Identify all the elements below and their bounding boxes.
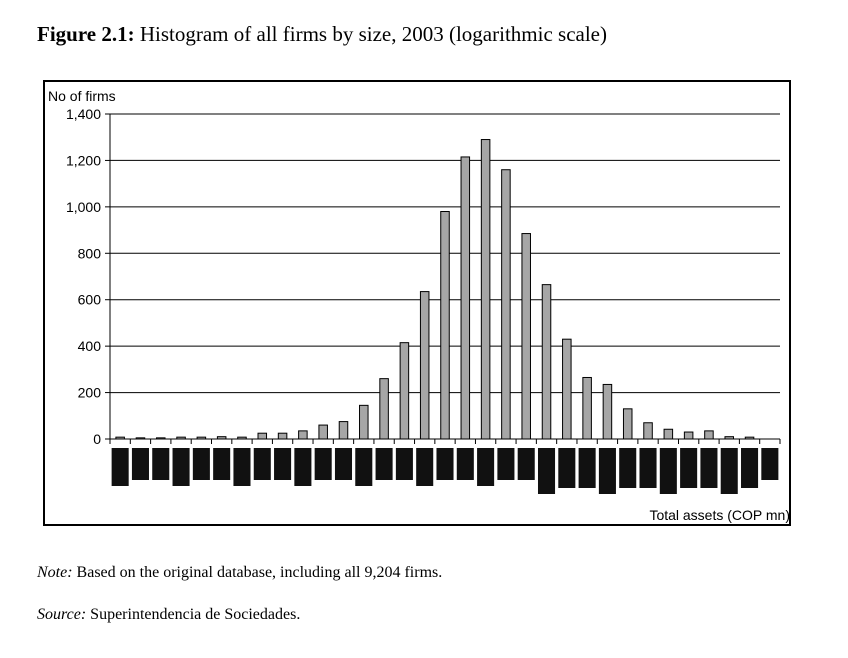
histogram-bar bbox=[359, 404, 369, 440]
source-text: Superintendencia de Sociedades. bbox=[90, 606, 301, 623]
x-category-label bbox=[274, 448, 292, 480]
y-tick-label: 200 bbox=[78, 385, 102, 401]
x-category-label bbox=[355, 448, 373, 486]
x-category-label bbox=[395, 448, 413, 480]
histogram-bar bbox=[521, 233, 531, 440]
histogram-bar bbox=[622, 408, 633, 440]
y-tick-label: 400 bbox=[78, 338, 102, 354]
y-tick-label: 600 bbox=[78, 292, 102, 308]
x-category-label bbox=[598, 448, 616, 494]
note-text: Based on the original database, includin… bbox=[76, 564, 443, 581]
x-category-label bbox=[477, 448, 495, 486]
histogram-bar bbox=[257, 432, 268, 440]
histogram-bar bbox=[501, 169, 511, 440]
x-category-label bbox=[517, 448, 535, 480]
histogram-bar bbox=[541, 284, 552, 440]
chart-frame: 0 200 400 600 800 1,000 1,200 1,400 No of firms… bbox=[43, 80, 791, 526]
x-category-label bbox=[213, 448, 231, 480]
histogram-bar bbox=[277, 432, 288, 440]
x-category-label bbox=[416, 448, 434, 486]
x-category-label bbox=[578, 448, 596, 488]
source-line: Source: Superintendencia de Sociedades. bbox=[37, 606, 300, 624]
x-category-label bbox=[659, 448, 677, 494]
histogram-bar bbox=[155, 437, 166, 440]
histogram-bar bbox=[704, 430, 714, 440]
histogram-bar bbox=[582, 376, 592, 440]
histogram-bar bbox=[663, 428, 674, 440]
x-category-label bbox=[172, 448, 190, 486]
y-tick-label: 800 bbox=[78, 245, 102, 261]
histogram-bar bbox=[562, 338, 572, 440]
x-category-label bbox=[497, 448, 515, 480]
histogram-bar bbox=[602, 383, 613, 440]
histogram-bar bbox=[135, 437, 146, 440]
x-category-label bbox=[233, 448, 251, 486]
x-category-label bbox=[741, 448, 759, 488]
x-category-label bbox=[639, 448, 657, 488]
histogram-bar bbox=[176, 436, 186, 440]
x-category-label bbox=[720, 448, 738, 494]
histogram-bar bbox=[460, 156, 471, 440]
histogram-bar bbox=[338, 421, 349, 440]
y-tick-label: 1,200 bbox=[66, 152, 101, 168]
y-tick-label: 1,000 bbox=[66, 199, 101, 215]
x-category-label bbox=[700, 448, 718, 488]
figure-title: Figure 2.1: Histogram of all firms by si… bbox=[37, 22, 607, 47]
figure-label: Figure 2.1: bbox=[37, 22, 135, 46]
histogram-bar bbox=[480, 139, 491, 440]
x-category-label bbox=[192, 448, 210, 480]
x-category-label bbox=[619, 448, 637, 488]
figure-title-text: Histogram of all firms by size, 2003 (lo… bbox=[139, 22, 607, 46]
histogram-bar bbox=[419, 291, 430, 440]
x-category-label bbox=[558, 448, 576, 488]
y-tick-label: 0 bbox=[93, 431, 101, 447]
x-category-label bbox=[314, 448, 332, 480]
x-category-label bbox=[456, 448, 474, 480]
histogram-bar bbox=[643, 422, 653, 440]
x-category-label bbox=[436, 448, 454, 480]
x-category-label bbox=[131, 448, 149, 480]
histogram-bar bbox=[216, 436, 227, 440]
histogram-bar bbox=[379, 378, 389, 440]
x-category-label bbox=[761, 448, 779, 480]
histogram-bar bbox=[237, 436, 247, 440]
histogram-bar bbox=[115, 436, 125, 440]
x-category-label bbox=[680, 448, 698, 488]
x-category-label bbox=[334, 448, 353, 480]
x-category-label bbox=[537, 448, 556, 494]
histogram-bar bbox=[318, 424, 328, 440]
y-tick-label: 1,400 bbox=[66, 106, 101, 122]
x-category-label bbox=[111, 448, 129, 486]
y-axis-label: No of firms bbox=[48, 88, 116, 104]
histogram-chart: 0 200 400 600 800 1,000 1,200 1,400 No of firms… bbox=[48, 88, 790, 523]
x-axis-label: Total assets (COP mn) bbox=[649, 507, 790, 523]
histogram-bar bbox=[744, 436, 755, 440]
histogram-bar bbox=[440, 211, 450, 440]
histogram-bar bbox=[683, 431, 694, 440]
histogram-bar bbox=[298, 430, 308, 440]
note-line: Note: Based on the original database, in… bbox=[37, 564, 442, 582]
note-label: Note: bbox=[37, 564, 73, 581]
x-category-label bbox=[152, 448, 170, 480]
x-category-label bbox=[253, 448, 271, 480]
histogram-bar bbox=[196, 436, 207, 440]
x-category-label bbox=[294, 448, 312, 486]
source-label: Source: bbox=[37, 606, 87, 623]
histogram-bar bbox=[724, 436, 735, 440]
histogram-bar bbox=[399, 342, 410, 440]
x-category-label bbox=[375, 448, 393, 480]
